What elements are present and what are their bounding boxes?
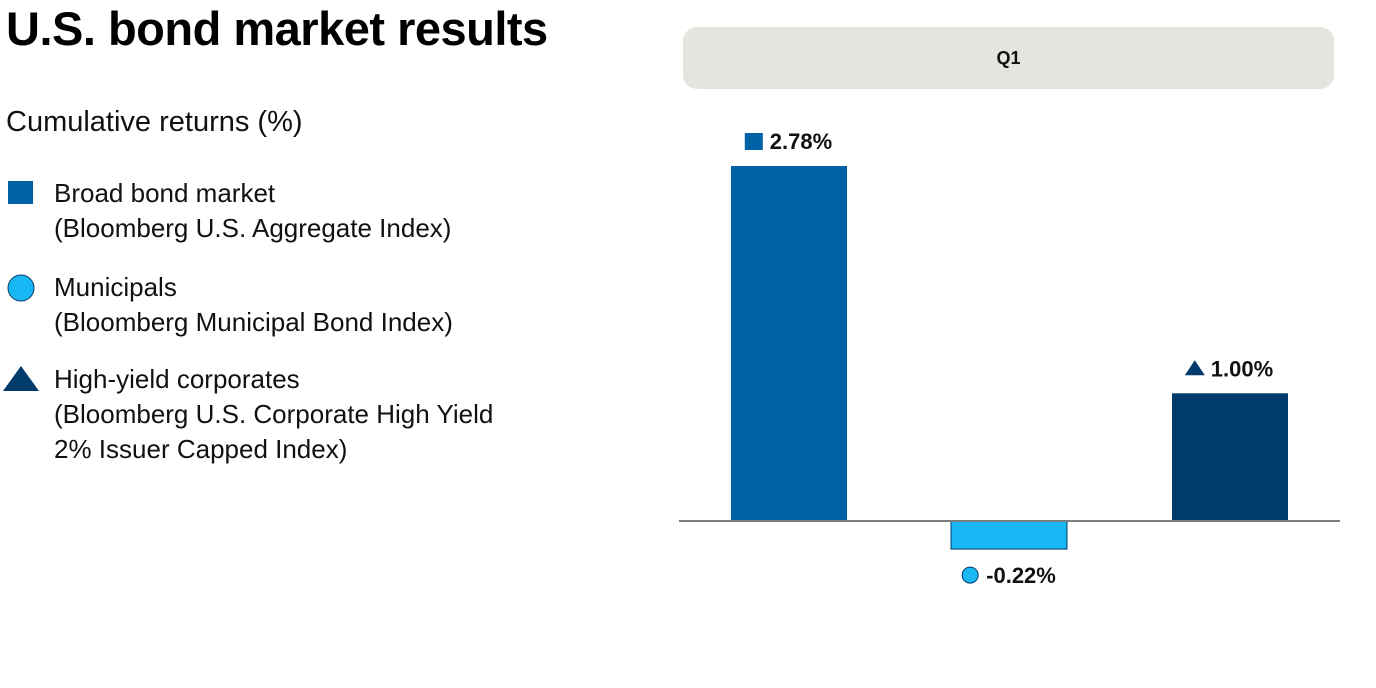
square-icon	[8, 181, 33, 204]
page-title: U.S. bond market results	[6, 2, 548, 55]
value-label-municipals: -0.22%	[986, 563, 1056, 588]
chart-subtitle: Cumulative returns (%)	[6, 106, 303, 138]
bar-municipals	[950, 520, 1068, 550]
triangle-icon	[3, 366, 39, 391]
legend-index-line-1: (Bloomberg U.S. Corporate High Yield	[54, 399, 494, 429]
value-label-broad-bond-market: 2.78%	[770, 129, 832, 154]
legend-index: (Bloomberg Municipal Bond Index)	[54, 307, 453, 337]
panel-header-q1: Q1	[683, 27, 1334, 89]
bar-high-yield-corporates	[1172, 393, 1288, 521]
triangle-icon	[1184, 360, 1205, 376]
square-icon	[744, 132, 763, 150]
legend-label: High-yield corporates	[54, 364, 300, 394]
circle-icon	[7, 274, 35, 302]
value-label-high-yield-corporates: 1.00%	[1211, 356, 1273, 381]
legend-index-line-2: 2% Issuer Capped Index)	[54, 434, 348, 464]
legend-label: Municipals	[54, 272, 177, 302]
legend-label: Broad bond market	[54, 178, 276, 208]
legend-index: (Bloomberg U.S. Aggregate Index)	[54, 213, 452, 243]
bar-broad-bond-market	[731, 165, 847, 521]
circle-icon	[961, 566, 979, 584]
